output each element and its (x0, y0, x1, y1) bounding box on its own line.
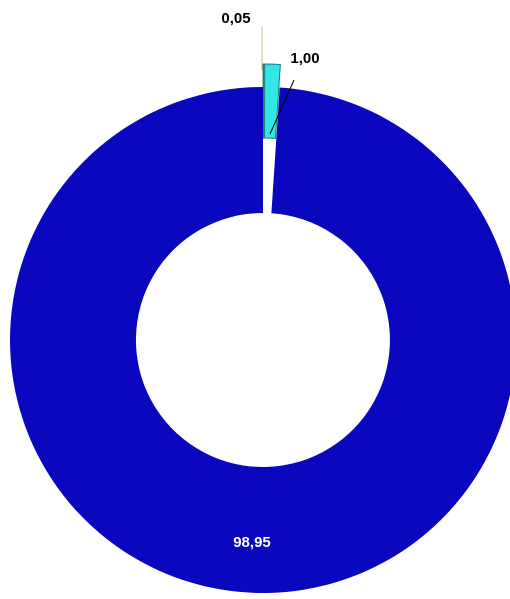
leader-line-1 (269, 79, 295, 135)
data-label-0: 0,05 (221, 10, 250, 27)
slice-2 (10, 87, 510, 593)
labels-group: 0,05 1,00 98,95 (221, 10, 319, 551)
slices-group (10, 63, 510, 593)
data-label-1: 1,00 (290, 50, 319, 67)
slice-0 (262, 63, 265, 139)
data-label-2: 98,95 (233, 534, 271, 551)
